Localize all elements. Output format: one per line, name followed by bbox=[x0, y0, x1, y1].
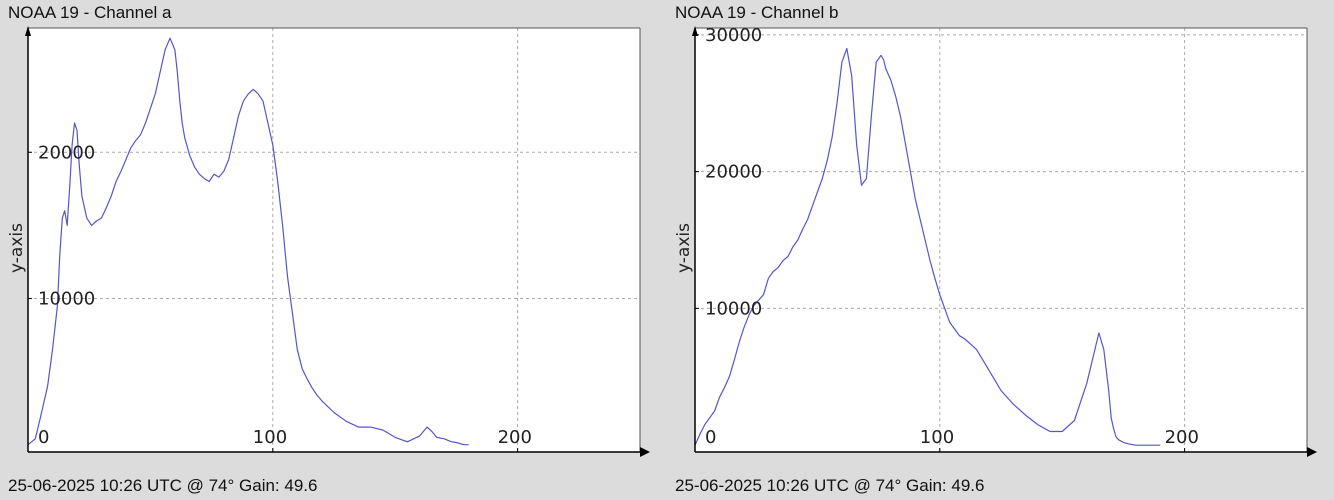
x-tick-label: 100 bbox=[253, 427, 287, 448]
y-axis-label: y-axis bbox=[7, 223, 27, 273]
y-tick-label: 10000 bbox=[705, 298, 762, 319]
y-axis-arrow-icon bbox=[692, 26, 698, 36]
chart-panel-channel-a: NOAA 19 - Channel a 0 100 200 10000 20000 y-a… bbox=[7, 3, 650, 495]
y-tick-label: 10000 bbox=[38, 288, 95, 309]
x-tick-label: 200 bbox=[1165, 427, 1199, 448]
x-axis-arrow-icon bbox=[1307, 447, 1317, 457]
chart-footer-status: 25-06-2025 10:26 UTC @ 74° Gain: 49.6 bbox=[675, 476, 985, 495]
y-axis-arrow-icon bbox=[25, 26, 31, 36]
chart-title: NOAA 19 - Channel b bbox=[675, 3, 839, 22]
chart-panel-channel-b: NOAA 19 - Channel b 0 100 200 10000 20000 300… bbox=[667, 0, 1334, 500]
x-tick-label: 0 bbox=[705, 427, 716, 448]
series-line bbox=[694, 47, 1161, 446]
plot-background bbox=[695, 28, 1307, 452]
y-tick-label: 20000 bbox=[38, 142, 95, 163]
y-tick-label: 20000 bbox=[705, 162, 762, 183]
series-line bbox=[27, 37, 469, 446]
plot-background bbox=[28, 28, 640, 452]
plot-area-channel-b: 0 100 200 10000 20000 30000 y-axis bbox=[674, 25, 1317, 457]
y-axis-label: y-axis bbox=[674, 223, 694, 273]
x-axis-arrow-icon bbox=[640, 447, 650, 457]
x-tick-label: 200 bbox=[498, 427, 532, 448]
y-tick-label: 30000 bbox=[705, 25, 762, 46]
x-tick-label: 0 bbox=[38, 427, 49, 448]
plot-area-channel-a: 0 100 200 10000 20000 y-axis bbox=[7, 26, 650, 457]
chart-title: NOAA 19 - Channel a bbox=[8, 3, 172, 22]
x-tick-label: 100 bbox=[920, 427, 954, 448]
chart-footer-status: 25-06-2025 10:26 UTC @ 74° Gain: 49.6 bbox=[8, 476, 318, 495]
